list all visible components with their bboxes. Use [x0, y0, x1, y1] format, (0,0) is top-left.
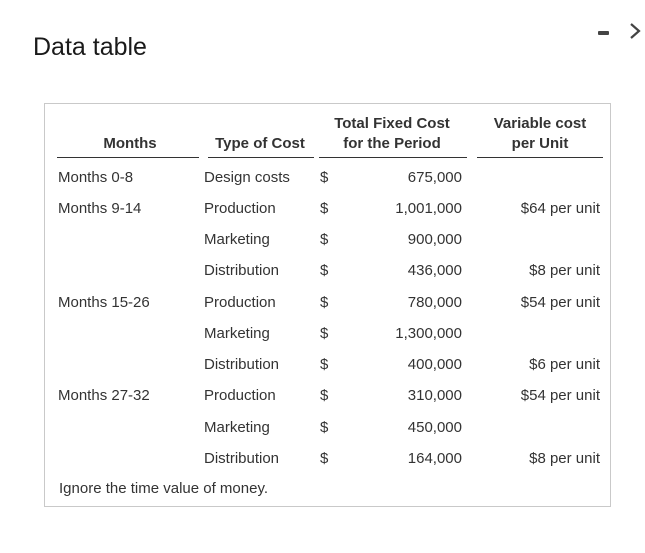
page-title: Data table	[33, 33, 147, 61]
cell-currency: $	[320, 200, 329, 217]
cell-fixed-cost: 450,000	[407, 419, 462, 436]
header-months: Months	[103, 135, 157, 152]
cell-currency: $	[320, 387, 329, 404]
cell-type-of-cost: Distribution	[204, 262, 280, 279]
cell-fixed-cost: 164,000	[407, 450, 462, 467]
cell-fixed-cost: 436,000	[407, 262, 462, 279]
cell-type-of-cost: Marketing	[204, 231, 270, 248]
header-type-of-cost: Type of Cost	[215, 135, 305, 152]
data-table: Months Type of Cost Total Fixed Cost for…	[44, 103, 611, 507]
header-variable-cost-line1: Variable cost	[493, 115, 587, 132]
cell-variable-cost: $8 per unit	[529, 262, 600, 279]
cell-type-of-cost: Marketing	[204, 419, 270, 436]
minimize-button[interactable]	[597, 26, 611, 40]
table-note: Ignore the time value of money.	[59, 480, 269, 497]
minimize-icon	[598, 31, 609, 35]
cell-type-of-cost: Distribution	[204, 450, 280, 467]
cell-months: Months 9-14	[58, 200, 142, 217]
cell-type-of-cost: Production	[204, 200, 276, 217]
cell-months: Months 0-8	[58, 169, 134, 186]
cell-fixed-cost: 310,000	[407, 387, 462, 404]
cell-type-of-cost: Production	[204, 387, 276, 404]
header-rule-months	[57, 157, 199, 158]
cell-currency: $	[320, 325, 329, 342]
next-button[interactable]	[628, 18, 644, 44]
cell-variable-cost: $54 per unit	[520, 294, 600, 311]
cell-type-of-cost: Production	[204, 294, 276, 311]
header-fixed-cost-line1: Total Fixed Cost	[334, 115, 450, 132]
header-fixed-cost-line2: for the Period	[343, 135, 441, 152]
cell-currency: $	[320, 262, 329, 279]
cell-type-of-cost: Design costs	[204, 169, 290, 186]
cell-currency: $	[320, 231, 329, 248]
cell-variable-cost: $6 per unit	[529, 356, 600, 373]
cell-fixed-cost: 675,000	[407, 169, 462, 186]
cell-type-of-cost: Distribution	[204, 356, 280, 373]
chevron-right-icon	[630, 23, 641, 39]
cell-months: Months 15-26	[58, 294, 150, 311]
cell-fixed-cost: 1,300,000	[395, 325, 462, 342]
header-rule-variable	[477, 157, 603, 158]
cell-variable-cost: $54 per unit	[520, 387, 600, 404]
cell-fixed-cost: 400,000	[407, 356, 462, 373]
cell-currency: $	[320, 169, 329, 186]
cell-months: Months 27-32	[58, 387, 150, 404]
cell-currency: $	[320, 450, 329, 467]
header-variable-cost-line2: per Unit	[511, 135, 569, 152]
header-rule-type	[208, 157, 314, 158]
cell-currency: $	[320, 419, 329, 436]
cell-currency: $	[320, 294, 329, 311]
header-rule-fixed	[319, 157, 467, 158]
cell-type-of-cost: Marketing	[204, 325, 270, 342]
cell-currency: $	[320, 356, 329, 373]
cell-fixed-cost: 900,000	[407, 231, 462, 248]
cell-variable-cost: $8 per unit	[529, 450, 600, 467]
cell-fixed-cost: 780,000	[407, 294, 462, 311]
cell-fixed-cost: 1,001,000	[395, 200, 462, 217]
cell-variable-cost: $64 per unit	[520, 200, 600, 217]
